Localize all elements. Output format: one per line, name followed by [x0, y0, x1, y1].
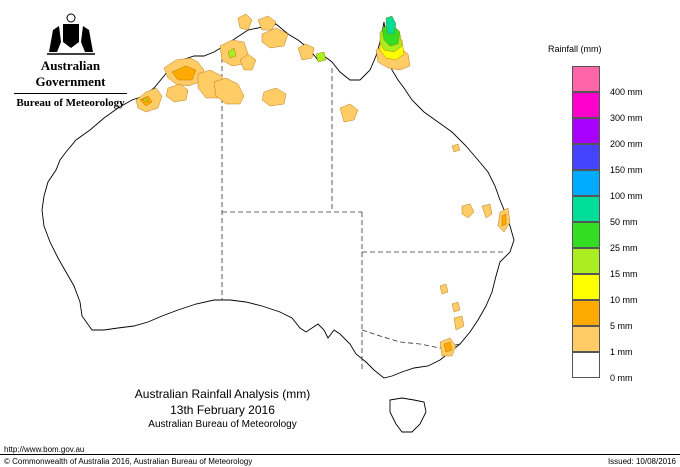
bom-url-link[interactable]: http://www.bom.gov.au	[4, 445, 85, 454]
legend-label: 5 mm	[610, 321, 633, 331]
legend-label: 15 mm	[610, 269, 638, 279]
legend-swatch	[572, 326, 600, 352]
legend-label: 1 mm	[610, 347, 633, 357]
tasmania-outline	[389, 397, 427, 433]
legend-label: 400 mm	[610, 87, 643, 97]
footer-divider	[0, 454, 680, 455]
map-title-block: Australian Rainfall Analysis (mm) 13th F…	[120, 387, 325, 430]
legend-label: 300 mm	[610, 113, 643, 123]
government-title: Australian Government	[35, 58, 106, 89]
header: Australian Government Bureau of Meteorol…	[8, 12, 133, 109]
bureau-name: Bureau of Meteorology	[16, 97, 125, 109]
legend-swatch	[572, 118, 600, 144]
issued-date: Issued: 10/08/2016	[607, 457, 676, 466]
legend-swatch	[572, 66, 600, 92]
map-organisation: Australian Bureau of Meteorology	[148, 419, 297, 430]
legend-label: 150 mm	[610, 165, 643, 175]
legend-swatch	[572, 144, 600, 170]
legend-label: 10 mm	[610, 295, 638, 305]
legend-label: 0 mm	[610, 373, 633, 383]
legend-label: 25 mm	[610, 243, 638, 253]
copyright-text: © Commonwealth of Australia 2016, Austra…	[4, 457, 253, 466]
map-date: 13th February 2016	[170, 403, 275, 417]
legend-swatch	[572, 222, 600, 248]
legend-swatch	[572, 300, 600, 326]
australia-mainland-outline	[41, 21, 515, 379]
legend-swatch	[572, 248, 600, 274]
legend-swatch	[572, 170, 600, 196]
map-title: Australian Rainfall Analysis (mm)	[134, 387, 311, 401]
header-divider	[14, 93, 127, 94]
legend-swatch	[572, 352, 600, 378]
legend-swatch	[572, 274, 600, 300]
legend-label: 50 mm	[610, 217, 638, 227]
rainfall-patches	[135, 13, 511, 357]
legend-title: Rainfall (mm)	[548, 44, 602, 54]
coat-of-arms-icon	[46, 13, 95, 55]
legend-swatch	[572, 196, 600, 222]
legend-swatch	[572, 92, 600, 118]
legend-label: 200 mm	[610, 139, 643, 149]
legend-label: 100 mm	[610, 191, 643, 201]
